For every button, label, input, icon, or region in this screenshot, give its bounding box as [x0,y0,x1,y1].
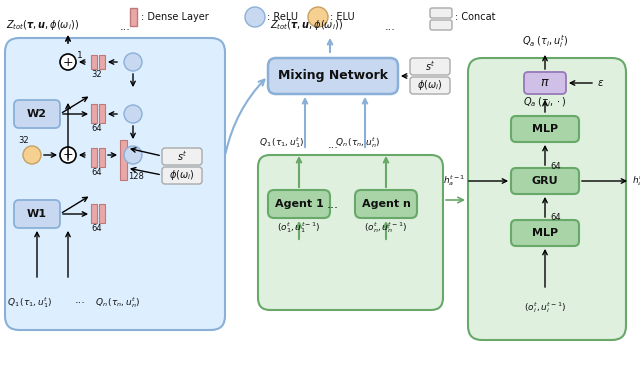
Text: : ReLU: : ReLU [267,12,298,22]
FancyBboxPatch shape [258,155,443,310]
FancyBboxPatch shape [524,72,566,94]
Bar [120,140,127,180]
FancyBboxPatch shape [14,200,60,228]
Text: GRU: GRU [532,176,558,186]
Text: $(o_1^t, u_1^{t-1})$: $(o_1^t, u_1^{t-1})$ [277,220,321,235]
Text: 32: 32 [92,70,102,79]
Text: : Concat: : Concat [455,12,495,22]
Text: $h_a^{t-1}$: $h_a^{t-1}$ [443,173,465,188]
Text: W2: W2 [27,109,47,119]
FancyBboxPatch shape [268,190,330,218]
FancyBboxPatch shape [511,220,579,246]
Text: ...: ... [327,198,339,210]
Text: 1: 1 [77,51,83,60]
Text: 128: 128 [128,172,144,181]
Text: MLP: MLP [532,228,558,238]
Text: $\phi(\omega_i)$: $\phi(\omega_i)$ [417,78,443,92]
Text: $s^t$: $s^t$ [177,149,188,163]
Circle shape [60,147,76,163]
Bar [99,148,105,167]
Text: $\varepsilon$: $\varepsilon$ [597,78,604,88]
Text: +: + [63,56,74,68]
Text: Agent n: Agent n [362,199,410,209]
Text: ...: ... [328,140,339,150]
FancyBboxPatch shape [410,58,450,75]
Bar [99,204,105,223]
FancyBboxPatch shape [5,38,225,330]
Text: $Q_n\,(\tau_n, u_n^t)$: $Q_n\,(\tau_n, u_n^t)$ [95,295,140,310]
Text: $h_a^t$: $h_a^t$ [632,173,640,188]
FancyBboxPatch shape [162,148,202,165]
Bar [130,8,137,26]
Text: 64: 64 [92,168,102,177]
Text: $Q_1\,(\tau_1, u_1^t)$: $Q_1\,(\tau_1, u_1^t)$ [7,295,52,310]
Circle shape [124,146,142,164]
Text: Agent 1: Agent 1 [275,199,323,209]
Text: $(o_i^t, u_i^{t-1})$: $(o_i^t, u_i^{t-1})$ [524,300,566,315]
Circle shape [60,54,76,70]
Bar [91,104,97,123]
Text: 64: 64 [92,124,102,133]
Text: ...: ... [120,22,131,32]
FancyBboxPatch shape [355,190,417,218]
Circle shape [124,105,142,123]
FancyBboxPatch shape [162,167,202,184]
Text: : Dense Layer: : Dense Layer [141,12,209,22]
Circle shape [124,53,142,71]
Text: $Q_a\;(\tau_i, u_i^t)$: $Q_a\;(\tau_i, u_i^t)$ [522,33,568,50]
Text: $s^t$: $s^t$ [425,59,435,73]
FancyBboxPatch shape [14,100,60,128]
Bar [91,148,97,167]
Text: $(o_n^t, u_n^{t-1})$: $(o_n^t, u_n^{t-1})$ [364,220,408,235]
Bar [99,104,105,123]
Text: W1: W1 [27,209,47,219]
FancyBboxPatch shape [511,168,579,194]
Text: : ELU: : ELU [330,12,355,22]
FancyBboxPatch shape [430,20,452,30]
Text: Mixing Network: Mixing Network [278,70,388,82]
Text: $Z_{tot}(\boldsymbol{\tau}, \boldsymbol{u}, \phi(\omega_i))$: $Z_{tot}(\boldsymbol{\tau}, \boldsymbol{… [270,18,343,32]
Text: $Q_n\,(\tau_n, u_n^t)$: $Q_n\,(\tau_n, u_n^t)$ [335,135,381,150]
Text: $\pi$: $\pi$ [540,76,550,90]
Text: 32: 32 [19,136,29,145]
Text: $Z_{tot}(\boldsymbol{\tau}, \boldsymbol{u}, \phi(\omega_i))$: $Z_{tot}(\boldsymbol{\tau}, \boldsymbol{… [6,18,79,32]
Text: MLP: MLP [532,124,558,134]
Circle shape [23,146,41,164]
Bar [91,204,97,223]
Text: $\phi(\omega_i)$: $\phi(\omega_i)$ [169,168,195,182]
Bar [91,55,97,69]
Text: 64: 64 [550,213,561,222]
FancyBboxPatch shape [468,58,626,340]
Text: +: + [63,149,74,161]
Text: 64: 64 [92,224,102,233]
Text: $Q_a\;(\tau_i, \cdot)$: $Q_a\;(\tau_i, \cdot)$ [524,95,567,109]
Text: 64: 64 [550,162,561,171]
FancyBboxPatch shape [268,58,398,94]
Bar [99,55,105,69]
Circle shape [245,7,265,27]
FancyBboxPatch shape [410,77,450,94]
Text: ...: ... [75,295,86,305]
Circle shape [308,7,328,27]
Text: $Q_1\,(\tau_1, u_1^t)$: $Q_1\,(\tau_1, u_1^t)$ [259,135,305,150]
Text: ...: ... [385,22,396,32]
FancyBboxPatch shape [430,8,452,18]
FancyBboxPatch shape [511,116,579,142]
